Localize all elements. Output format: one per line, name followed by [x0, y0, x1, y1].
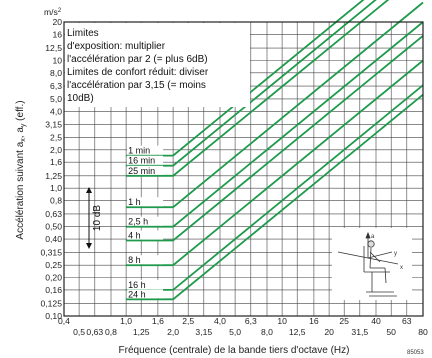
y-tick-label-20: 10 — [52, 56, 62, 66]
y-tick-label-12: 1,6 — [50, 157, 62, 167]
series-label-1: 16 min — [128, 156, 155, 166]
y-tick-label-10: 1,0 — [50, 183, 62, 193]
annotation-line-6: 10dB) — [67, 93, 94, 104]
x-tick-label-upper-4: 4,0 — [214, 316, 226, 326]
y-tick-label-17: 5,0 — [50, 94, 62, 104]
y-unit-superscript: 2 — [58, 8, 62, 14]
plot-frame — [63, 21, 424, 317]
series-line-1 — [126, 0, 377, 167]
y-tick-label-2: 0,16 — [45, 285, 62, 295]
series-label-4: 2,5 h — [128, 217, 148, 227]
series-label-bg-8 — [127, 289, 164, 299]
x-tick-label-upper-10: 63 — [402, 316, 412, 326]
figure-axis-y-label: y — [394, 251, 397, 257]
x-tick-label-lower-0: 0,5 — [73, 327, 85, 337]
y-tick-label-23: 20 — [52, 17, 62, 27]
series-label-bg-2 — [127, 165, 164, 175]
series-lines — [126, 0, 424, 301]
series-line-6 — [126, 59, 424, 267]
x-tick-label-upper-2: 1,6 — [152, 316, 164, 326]
x-axis-title: Fréquence (centrale) de la bande tiers d… — [119, 345, 350, 356]
x-tick-label-lower-2: 0,8 — [105, 327, 117, 337]
annotation-line-5: l'accélération par 3,15 (= moins — [67, 80, 206, 91]
series-line-5 — [126, 35, 424, 242]
seated-person-figure — [332, 228, 412, 300]
figure-axis-x-label: x — [400, 265, 403, 271]
series-label-0: 1 min — [128, 146, 150, 156]
y-tick-label-21: 12,5 — [45, 43, 62, 53]
y-tick-label-4: 0,25 — [45, 260, 62, 270]
y-tick-label-15: 3,15 — [45, 120, 62, 130]
x-tick-label-upper-6: 10 — [277, 316, 287, 326]
figure-id: 85053 — [407, 350, 424, 356]
series-label-bg-3 — [127, 197, 164, 207]
y-tick-label-19: 8,0 — [50, 68, 62, 78]
y-tick-label-8: 0,63 — [45, 209, 62, 219]
series-label-8: 24 h — [128, 289, 146, 299]
y-tick-label-5: 0,315 — [40, 247, 62, 257]
y-tick-label-9: 0,8 — [50, 196, 62, 206]
x-tick-label-lower-7: 8,0 — [261, 327, 273, 337]
annotation-line-2: d'exposition: multiplier — [67, 41, 166, 52]
series-line-2 — [126, 0, 390, 177]
annotation-background — [65, 23, 250, 107]
y-tick-label-18: 6,3 — [50, 81, 62, 91]
series-label-5: 4 h — [128, 231, 141, 241]
series-line-4 — [126, 21, 424, 228]
figure-axis-a-label: a — [371, 234, 375, 240]
series-label-bg-4 — [127, 216, 164, 226]
x-tick-label-lower-9: 20 — [324, 327, 334, 337]
y-tick-label-7: 0,50 — [45, 222, 62, 232]
series-line-8 — [126, 94, 424, 301]
x-tick-label-upper-8: 25 — [339, 316, 349, 326]
y-tick-label-11: 1,25 — [45, 171, 62, 181]
y-tick-label-13: 2,0 — [50, 145, 62, 155]
range-indicator: 10 dB — [86, 187, 103, 249]
x-tick-label-upper-7: 16 — [309, 316, 319, 326]
y-tick-label-1: 0,125 — [40, 299, 62, 309]
y-tick-label-22: 16 — [52, 29, 62, 39]
y-tick-labels: 0,10 0,125 0,16 0,20 0,25 0,315 0,40 0,50 0,63 0,… — [40, 17, 62, 321]
y-tick-label-14: 2,5 — [50, 132, 62, 142]
x-tick-label-lower-3: 1,25 — [133, 327, 150, 337]
y-axis-title: Accélération suivant ax, ay (eff.) — [15, 100, 27, 239]
series-label-2: 25 min — [128, 166, 155, 176]
y-tick-label-16: 4,0 — [50, 106, 62, 116]
x-tick-label-lower-5: 3,15 — [195, 327, 212, 337]
series-label-bg-1 — [127, 155, 164, 165]
y-tick-label-6: 0,40 — [45, 234, 62, 244]
x-tick-label-lower-12: 80 — [418, 327, 428, 337]
x-tick-label-upper-1: 1,0 — [120, 316, 132, 326]
x-tick-label-upper-0: 0,4 — [58, 316, 70, 326]
annotation-line-3: l'accélération par 2 (= plus 6dB) — [67, 54, 208, 65]
series-label-7: 16 h — [128, 280, 146, 290]
x-tick-label-upper-9: 40 — [371, 316, 381, 326]
x-tick-label-lower-6: 5,0 — [229, 327, 241, 337]
x-tick-label-lower-10: 31,5 — [351, 327, 368, 337]
x-tick-labels: 0,4 1,0 1,6 2,5 4,0 6,3 10 16 25 40 63 0,5 0,63 0,8 1,… — [58, 316, 428, 337]
x-tick-label-lower-8: 12,5 — [289, 327, 306, 337]
x-tick-label-upper-3: 2,5 — [182, 316, 194, 326]
series-line-0 — [126, 0, 365, 157]
y-unit: m/s2 — [44, 7, 62, 17]
annotation-line-1: Limites — [67, 28, 99, 39]
series-label-bg-7 — [127, 279, 164, 289]
y-tick-label-3: 0,20 — [45, 273, 62, 283]
y-tick-label-0: 0,10 — [45, 311, 62, 321]
x-tick-label-lower-4: 2,0 — [167, 327, 179, 337]
annotation-line-4: Limites de confort réduit: diviser — [67, 67, 209, 78]
series-label-3: 1 h — [128, 197, 141, 207]
x-tick-label-lower-1: 0,63 — [86, 327, 103, 337]
series-line-3 — [126, 1, 424, 209]
series-label-6: 8 h — [128, 255, 141, 265]
x-tick-label-lower-11: 50 — [386, 327, 396, 337]
range-label: 10 dB — [92, 205, 103, 231]
series-label-bg-6 — [127, 255, 164, 265]
series-label-bg-0 — [127, 145, 164, 155]
series-label-bg-5 — [127, 230, 164, 240]
x-tick-label-upper-5: 6,3 — [245, 316, 257, 326]
